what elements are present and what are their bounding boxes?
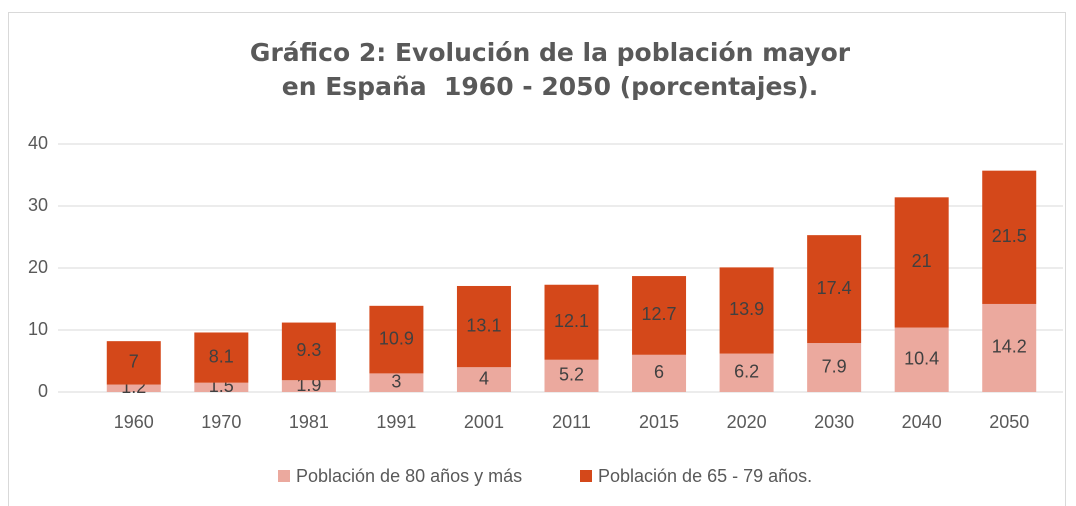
x-tick-label: 2011 <box>552 412 591 432</box>
bar-segment <box>106 341 161 385</box>
bar-segment <box>982 303 1037 392</box>
x-tick-label: 1960 <box>114 412 154 432</box>
x-tick-label: 2001 <box>464 412 504 432</box>
legend-label: Población de 80 años y más <box>296 466 522 486</box>
data-label: 21 <box>912 251 932 271</box>
legend-swatch <box>580 470 592 482</box>
data-label: 13.9 <box>729 299 764 319</box>
bar-segment <box>982 170 1037 304</box>
bar-segment <box>894 327 949 392</box>
bar-segment <box>194 382 249 392</box>
data-label: 6 <box>654 362 664 382</box>
bar-segment <box>807 235 862 344</box>
data-label: 7.9 <box>822 356 847 376</box>
bar-segment <box>894 197 949 328</box>
bar-segment <box>369 373 424 392</box>
legend-swatch <box>278 470 290 482</box>
y-tick-label: 10 <box>28 319 48 339</box>
data-label: 4 <box>479 368 489 388</box>
bar-segment <box>194 332 249 383</box>
bar-segment <box>544 359 599 392</box>
chart-frame <box>8 12 1066 506</box>
y-tick-label: 0 <box>38 381 48 401</box>
bar-segment <box>632 276 687 355</box>
bar-segment <box>106 384 161 392</box>
data-label: 14.2 <box>992 337 1027 357</box>
data-label: 9.3 <box>296 340 321 360</box>
bar-segment <box>807 343 862 392</box>
data-label: 6.2 <box>734 362 759 382</box>
x-tick-label: 2020 <box>727 412 767 432</box>
bar-segment <box>281 322 336 381</box>
x-tick-label: 2015 <box>639 412 679 432</box>
x-tick-label: 2040 <box>902 412 942 432</box>
data-label: 17.4 <box>817 278 852 298</box>
bar-segment <box>369 305 424 374</box>
data-label: 12.7 <box>642 304 677 324</box>
data-label: 21.5 <box>992 226 1027 246</box>
x-tick-label: 2030 <box>814 412 854 432</box>
bar-segment <box>544 284 599 360</box>
bar-segment <box>281 380 336 392</box>
data-label: 10.4 <box>904 349 939 369</box>
x-tick-label: 1981 <box>289 412 329 432</box>
bar-segment <box>719 267 774 354</box>
data-label: 10.9 <box>379 328 414 348</box>
data-label: 5.2 <box>559 365 584 385</box>
data-label: 7 <box>129 352 139 372</box>
x-tick-label: 1970 <box>201 412 241 432</box>
data-label: 3 <box>391 371 401 391</box>
x-tick-label: 2050 <box>989 412 1029 432</box>
legend-label: Población de 65 - 79 años. <box>598 466 812 486</box>
x-tick-label: 1991 <box>376 412 416 432</box>
y-tick-label: 40 <box>28 133 48 153</box>
bar-segment <box>456 367 511 392</box>
y-tick-label: 20 <box>28 257 48 277</box>
bar-segment <box>632 354 687 392</box>
bar-segment <box>719 353 774 392</box>
y-tick-label: 30 <box>28 195 48 215</box>
data-label: 12.1 <box>554 311 589 331</box>
bar-segment <box>456 285 511 368</box>
data-label: 13.1 <box>466 315 501 335</box>
data-label: 8.1 <box>209 346 234 366</box>
chart-title: Gráfico 2: Evolución de la población may… <box>249 38 859 101</box>
